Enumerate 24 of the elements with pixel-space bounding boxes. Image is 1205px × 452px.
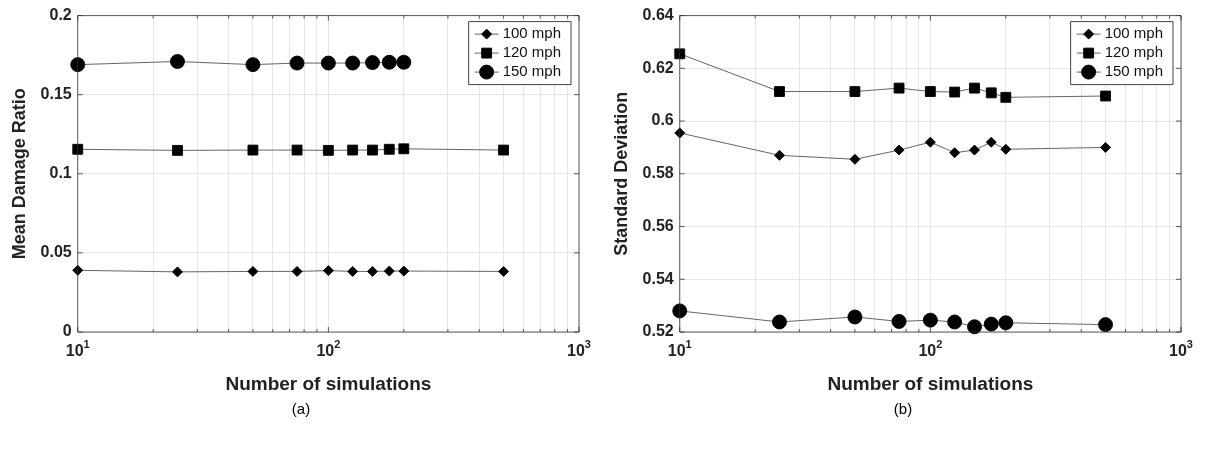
x-axis-title: Number of simulations [225,372,432,394]
y-tick-label: 0.56 [642,216,674,234]
text: (a) [291,400,311,417]
legend-label: 120 mph [502,43,561,61]
y-tick-label: 0.05 [40,243,72,261]
y-tick-label: 0.58 [642,164,674,182]
y-tick-label: 0 [62,322,72,340]
y-tick-label: 0.62 [642,58,674,76]
y-tick-label: 0.52 [642,322,674,340]
y-axis-title: Mean Damage Ratio [8,88,29,260]
y-tick-label: 0.64 [642,6,674,24]
legend-label: 100 mph [1104,24,1163,42]
y-tick-label: 0.2 [49,6,72,24]
y-tick-label: 0.1 [49,164,72,182]
legend-label: 120 mph [1104,43,1163,61]
y-axis-title: Standard Deviation [610,91,631,256]
y-tick-label: 0.15 [40,85,72,103]
legend-label: 100 mph [502,24,561,42]
x-axis-title: Number of simulations [827,372,1034,394]
y-tick-label: 0.6 [651,111,674,129]
text: (b) [893,400,913,417]
legend-label: 150 mph [1104,62,1163,80]
y-tick-label: 0.54 [642,269,674,287]
legend-label: 150 mph [502,62,561,80]
